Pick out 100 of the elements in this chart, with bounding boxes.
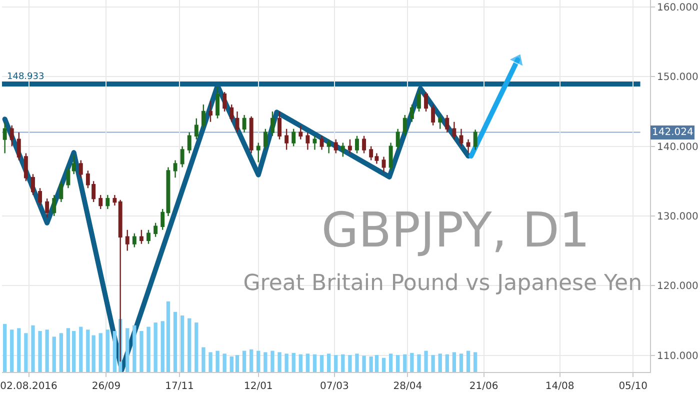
bar [132, 325, 136, 372]
y-tick-label: 110.000 [657, 350, 698, 362]
bar [264, 352, 268, 372]
x-tick-label: 28/04 [393, 381, 422, 392]
candlestick [208, 100, 212, 123]
bar [348, 355, 352, 372]
candlestick [270, 110, 274, 136]
bar [194, 322, 198, 372]
bar [126, 328, 130, 372]
bar [256, 350, 260, 372]
bar [180, 315, 184, 372]
candlestick [230, 104, 234, 123]
bar [79, 326, 83, 372]
candlestick [166, 166, 170, 217]
bar [388, 354, 393, 372]
candlestick [438, 114, 442, 130]
candlestick [112, 194, 117, 206]
bar [98, 333, 102, 372]
candlestick [24, 152, 28, 182]
candlestick [320, 135, 324, 150]
candlestick [306, 132, 310, 150]
ref-line-label: 142.024 [652, 127, 694, 138]
candlestick [445, 114, 450, 133]
candlestick [235, 110, 240, 133]
bar [222, 354, 226, 372]
candlestick [242, 114, 246, 133]
bar [66, 328, 70, 372]
bar [382, 358, 386, 372]
candlestick [160, 208, 165, 230]
bar [17, 328, 21, 372]
bar [306, 354, 310, 372]
bar [230, 356, 234, 372]
candlestick [348, 138, 352, 154]
bar [403, 354, 407, 372]
candlestick [326, 138, 331, 154]
bar [31, 325, 35, 372]
bar [466, 350, 470, 372]
candlestick [388, 142, 393, 172]
candlestick [312, 135, 317, 150]
candlestick [98, 194, 103, 210]
bar [10, 330, 14, 372]
bar [326, 354, 331, 372]
bar [424, 350, 428, 372]
y-tick-label: 160.000 [657, 2, 698, 14]
candlestick [31, 174, 35, 196]
bar [242, 350, 246, 372]
bar [59, 333, 63, 372]
x-tick-label: 12/01 [244, 381, 273, 392]
bar [146, 326, 150, 372]
candlestick [106, 194, 110, 210]
bar [278, 352, 282, 372]
bar [154, 322, 158, 372]
candlestick [72, 154, 76, 175]
candlestick [402, 114, 407, 136]
candlestick [194, 118, 198, 140]
bar [292, 352, 296, 372]
candlestick [216, 86, 220, 120]
bar [396, 355, 400, 372]
y-tick-label: 140.000 [657, 142, 698, 153]
candlestick [410, 104, 414, 123]
candlestick [466, 138, 470, 154]
bar [216, 350, 220, 372]
candlestick [201, 104, 206, 130]
candlestick [146, 229, 150, 244]
bar [298, 354, 302, 372]
candlestick [222, 91, 227, 112]
bar [417, 354, 421, 372]
bar [410, 352, 414, 372]
bar [362, 356, 366, 372]
ref-line-label: 148.933 [7, 72, 44, 82]
candlestick [263, 128, 268, 150]
bar [235, 355, 240, 372]
bar [459, 354, 464, 372]
bar [320, 355, 324, 372]
candlestick [278, 110, 282, 140]
candlestick [362, 135, 366, 154]
candlestick [355, 135, 359, 154]
x-tick-label: 17/11 [165, 381, 194, 392]
bar [334, 355, 338, 372]
candlestick [416, 89, 421, 112]
x-tick-label: 21/06 [469, 381, 498, 392]
candlestick [38, 187, 42, 206]
candlestick [334, 138, 338, 154]
x-tick-label: 02.08.2016 [0, 381, 58, 392]
candlestick [10, 124, 14, 147]
candlestick [473, 128, 478, 150]
x-tick-label: 05/10 [618, 381, 648, 392]
bar [250, 349, 254, 372]
bar [438, 354, 442, 372]
y-tick-label: 130.000 [657, 211, 698, 222]
bar [284, 354, 288, 372]
candlestick [180, 146, 184, 168]
candlestick [187, 132, 192, 154]
candlestick [52, 194, 56, 217]
bar [106, 330, 110, 372]
bar [188, 318, 192, 372]
candlestick [45, 198, 50, 218]
candlestick [132, 232, 136, 248]
bar [452, 352, 456, 372]
candlestick [16, 132, 21, 161]
